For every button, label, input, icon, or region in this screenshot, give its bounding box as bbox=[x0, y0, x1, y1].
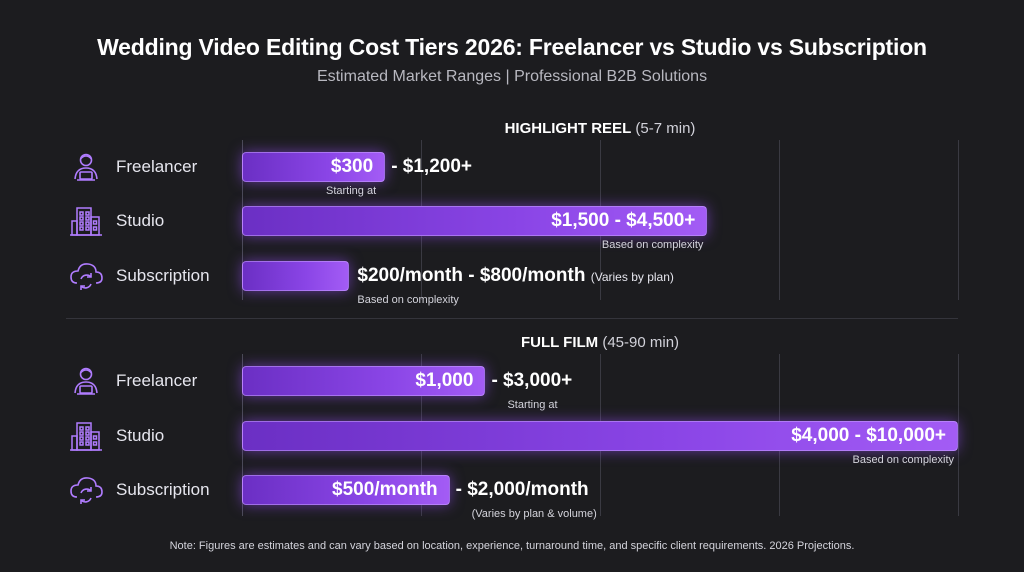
subscription-cloud-icon bbox=[68, 472, 104, 508]
bar bbox=[242, 421, 958, 451]
panel-title: HIGHLIGHT REEL (5-7 min) bbox=[242, 120, 958, 137]
data-label-subnote: Starting at bbox=[326, 185, 377, 197]
grid-line bbox=[958, 354, 959, 516]
grid-line bbox=[958, 140, 959, 300]
studio-building-icon bbox=[68, 203, 104, 239]
data-label-end-text: - $2,000/month bbox=[455, 479, 589, 500]
data-label-end-text: $200/month - $800/month bbox=[357, 265, 586, 286]
category-label: Subscription bbox=[116, 266, 210, 285]
data-label-end-text: - $3,000+ bbox=[491, 370, 573, 391]
bar bbox=[242, 475, 450, 505]
category-label: Freelancer bbox=[116, 371, 198, 390]
panel-title-detail: (45-90 min) bbox=[602, 334, 680, 351]
data-label-subnote: (Varies by plan & volume) bbox=[471, 508, 597, 520]
bar bbox=[242, 206, 708, 236]
data-label-subnote: Based on complexity bbox=[601, 239, 704, 251]
panel-title-detail: (5-7 min) bbox=[635, 120, 696, 137]
panel-title: FULL FILM (45-90 min) bbox=[242, 334, 958, 351]
data-label-subnote: Starting at bbox=[507, 399, 558, 411]
bar bbox=[242, 261, 350, 291]
data-label-end: - $1,200+ bbox=[391, 152, 472, 182]
footnote: Note: Figures are estimates and can vary… bbox=[169, 540, 855, 552]
subscription-cloud-icon bbox=[68, 258, 104, 294]
data-label-end: - $3,000+ bbox=[491, 366, 572, 396]
data-label-start: $1,000 bbox=[415, 370, 474, 391]
panel-title-main: HIGHLIGHT REEL bbox=[504, 120, 632, 137]
panel-divider bbox=[66, 318, 958, 319]
category-label: Studio bbox=[116, 211, 165, 230]
data-label-end-text: - $1,200+ bbox=[391, 156, 473, 177]
data-label-subnote: Based on complexity bbox=[852, 454, 955, 466]
data-label-start: $1,500 - $4,500+ bbox=[551, 210, 696, 231]
grid-line bbox=[779, 140, 780, 300]
bar bbox=[242, 366, 486, 396]
data-label-end: $200/month - $800/month (Varies by plan) bbox=[357, 261, 674, 291]
chart-title: Wedding Video Editing Cost Tiers 2026: F… bbox=[97, 34, 927, 60]
bar bbox=[242, 152, 386, 182]
category-label: Studio bbox=[116, 426, 165, 445]
panel-title-main: FULL FILM bbox=[520, 334, 599, 351]
data-label-start: $500/month bbox=[332, 479, 438, 500]
category-label: Subscription bbox=[116, 480, 210, 499]
freelancer-icon bbox=[68, 363, 104, 399]
studio-building-icon bbox=[68, 418, 104, 454]
data-label-subnote: Based on complexity bbox=[357, 294, 459, 306]
data-label-note: (Varies by plan) bbox=[590, 270, 674, 284]
data-label-end: - $2,000/month bbox=[456, 475, 589, 505]
category-label: Freelancer bbox=[116, 157, 198, 176]
freelancer-icon bbox=[68, 149, 104, 185]
data-label-start: $300 bbox=[330, 156, 374, 177]
chart-subtitle: Estimated Market Ranges | Professional B… bbox=[316, 68, 708, 85]
data-label-start: $4,000 - $10,000+ bbox=[791, 425, 946, 446]
